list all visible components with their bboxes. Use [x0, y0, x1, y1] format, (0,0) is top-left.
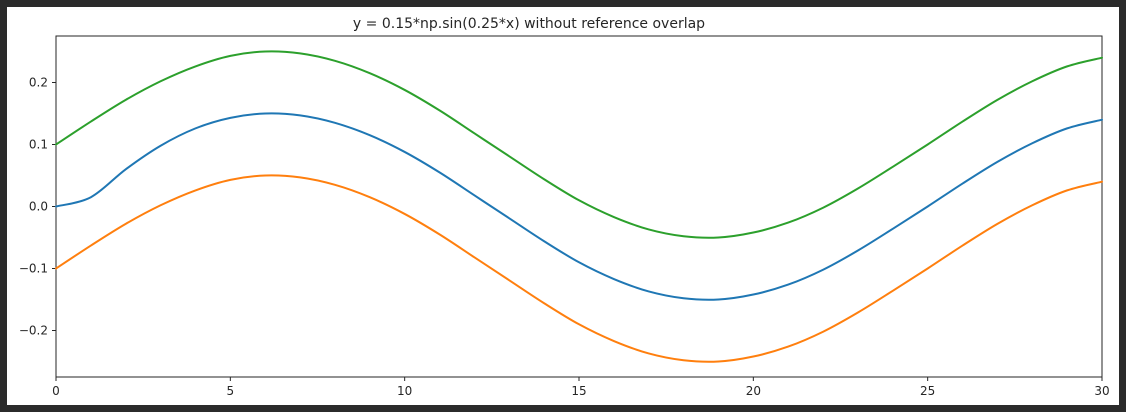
x-axis: 0 5 10 15 20 25 30	[52, 377, 1110, 398]
x-tick-label: 5	[227, 384, 235, 398]
x-tick-label: 20	[746, 384, 761, 398]
x-tick-label: 15	[571, 384, 586, 398]
y-tick-label: −0.2	[19, 324, 48, 338]
series-line-1	[55, 50, 1103, 239]
series-line-3	[55, 174, 1103, 363]
chart-figure: y = 0.15*np.sin(0.25*x) without referenc…	[7, 7, 1119, 405]
y-axis: −0.2 −0.1 0.0 0.1 0.2	[19, 76, 56, 338]
y-tick-label: 0.1	[29, 138, 48, 152]
series-line-2	[55, 112, 1103, 301]
x-tick-label: 10	[397, 384, 412, 398]
series-layer	[55, 50, 1103, 363]
x-tick-label: 30	[1094, 384, 1109, 398]
chart-title: y = 0.15*np.sin(0.25*x) without referenc…	[353, 16, 705, 32]
y-tick-label: −0.1	[19, 262, 48, 276]
x-tick-label: 0	[52, 384, 60, 398]
y-tick-label: 0.0	[29, 200, 48, 214]
y-tick-label: 0.2	[29, 76, 48, 90]
x-tick-label: 25	[920, 384, 935, 398]
line-chart: y = 0.15*np.sin(0.25*x) without referenc…	[19, 16, 1110, 398]
plot-area	[55, 35, 1103, 378]
